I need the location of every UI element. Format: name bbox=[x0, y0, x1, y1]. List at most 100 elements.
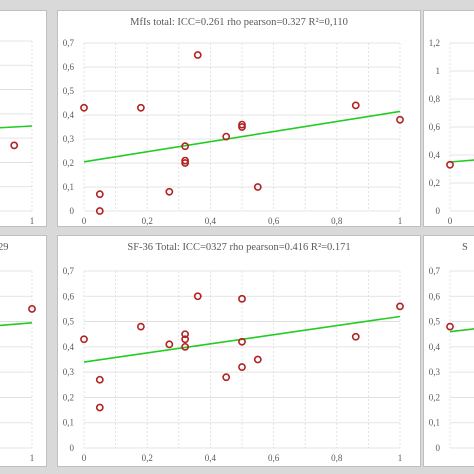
data-point bbox=[193, 51, 202, 59]
x-tick-label: 1 bbox=[398, 216, 403, 226]
y-tick-label: 0 bbox=[436, 443, 441, 453]
chart-title: 29 bbox=[0, 242, 9, 253]
data-point bbox=[181, 159, 190, 167]
data-point bbox=[80, 335, 88, 344]
chart-right-bottom-svg: 0 0,1 0,2 0,3 0,4 0,5 0,6 0,7 S bbox=[429, 242, 474, 453]
x-tick-label: 0,2 bbox=[142, 453, 153, 463]
y-tick-label: 0,5 bbox=[63, 86, 75, 96]
x-tick-label: 0,8 bbox=[331, 453, 343, 463]
y-tick-label: 0,3 bbox=[63, 367, 75, 377]
horizontal-grid bbox=[450, 42, 474, 212]
data-point bbox=[222, 132, 231, 141]
y-tick-label: 0,2 bbox=[63, 392, 74, 402]
data-point bbox=[181, 330, 190, 339]
y-tick-label: 0,8 bbox=[429, 94, 441, 104]
data-point bbox=[95, 190, 104, 199]
chart-right-top-svg: 0 0,2 0,4 0,6 0,8 1 1,2 0 bbox=[429, 38, 474, 226]
y-tick-label: 0,2 bbox=[429, 178, 440, 188]
x-tick-label: 1 bbox=[30, 216, 35, 226]
x-tick-label: 1 bbox=[398, 453, 403, 463]
data-point bbox=[181, 335, 190, 344]
y-tick-label: 0,6 bbox=[63, 291, 75, 301]
data-point bbox=[28, 305, 36, 313]
y-tick-label: 0,4 bbox=[429, 150, 441, 160]
horizontal-grid bbox=[0, 40, 32, 212]
x-tick-label: 0 bbox=[82, 216, 87, 226]
chart-sf36-total: 0 0,1 0,2 0,3 0,4 0,5 0,6 0,7 0 0,2 0,4 0,6 0,8 1 SF-3… bbox=[57, 235, 421, 467]
x-tick-label: 0,6 bbox=[268, 453, 280, 463]
chart-left-bottom-svg: 1 29 bbox=[0, 242, 36, 463]
y-tick-label: 0,6 bbox=[429, 122, 441, 132]
chart-mfis-total: 0 0,1 0,2 0,3 0,4 0,5 0,6 0,7 0 0,2 0,4 0,6 0,8 1 MfIs… bbox=[57, 10, 421, 227]
x-tick-label: 0,4 bbox=[205, 453, 217, 463]
x-tick-label: 0,8 bbox=[331, 216, 343, 226]
data-point bbox=[446, 160, 454, 169]
y-tick-label: 0 bbox=[436, 206, 441, 216]
vertical-grid bbox=[31, 271, 33, 448]
chart-title: SF-36 Total: ICC=0327 rho pearson=0.416 … bbox=[127, 242, 350, 253]
trend-line bbox=[83, 110, 401, 163]
data-point bbox=[351, 101, 360, 110]
y-tick-label: 1,2 bbox=[429, 38, 440, 48]
horizontal-grid bbox=[84, 42, 400, 212]
y-tick-label: 0,1 bbox=[429, 418, 440, 428]
data-point bbox=[181, 156, 190, 165]
chart-title: S bbox=[462, 242, 468, 253]
data-point bbox=[396, 115, 404, 124]
y-tick-label: 0,2 bbox=[63, 158, 74, 168]
data-point bbox=[238, 337, 246, 346]
horizontal-grid bbox=[450, 270, 474, 449]
x-tick-label: 0,4 bbox=[205, 216, 217, 226]
data-point bbox=[95, 403, 104, 412]
chart-left-bottom: 1 29 bbox=[0, 235, 47, 467]
y-tick-label: 0,3 bbox=[429, 367, 441, 377]
y-tick-label: 0 bbox=[70, 206, 75, 216]
y-tick-label: 0,6 bbox=[63, 62, 75, 72]
data-point bbox=[136, 103, 145, 112]
y-tick-label: 0,6 bbox=[429, 291, 441, 301]
data-point bbox=[253, 183, 262, 191]
x-tick-label: 0,6 bbox=[268, 216, 280, 226]
data-point bbox=[80, 103, 88, 112]
y-tick-label: 0,2 bbox=[429, 392, 440, 402]
data-point bbox=[253, 355, 262, 364]
x-tick-label: 0,2 bbox=[142, 216, 153, 226]
y-tick-label: 0,7 bbox=[63, 38, 75, 48]
chart-title: MfIs total: ICC=0.261 rho pearson=0.327 … bbox=[130, 17, 348, 28]
y-tick-label: 0,3 bbox=[63, 134, 75, 144]
y-tick-label: 0,7 bbox=[429, 266, 441, 276]
data-point bbox=[193, 292, 202, 301]
y-tick-label: 0 bbox=[70, 443, 75, 453]
trend-line bbox=[449, 159, 474, 163]
data-point bbox=[10, 141, 19, 150]
data-point bbox=[238, 363, 246, 371]
data-point bbox=[181, 142, 190, 151]
x-tick-label: 0 bbox=[82, 453, 87, 463]
chart-left-top-svg: 1 bbox=[0, 40, 35, 226]
x-tick-label: 1 bbox=[30, 453, 35, 463]
horizontal-grid bbox=[0, 270, 32, 449]
data-point bbox=[396, 302, 404, 311]
data-point bbox=[446, 322, 454, 331]
y-tick-label: 0,1 bbox=[63, 182, 74, 192]
data-point bbox=[95, 207, 104, 215]
x-tick-label: 0 bbox=[448, 216, 453, 226]
vertical-grid bbox=[83, 271, 401, 448]
data-point bbox=[95, 375, 104, 384]
y-tick-label: 0,5 bbox=[429, 317, 441, 327]
data-point bbox=[222, 373, 231, 382]
y-tick-label: 0,4 bbox=[63, 110, 75, 120]
chart-left-top: 1 bbox=[0, 10, 47, 227]
y-tick-label: 0,4 bbox=[63, 342, 75, 352]
chart-right-top: 0 0,2 0,4 0,6 0,8 1 1,2 0 bbox=[423, 10, 474, 227]
y-tick-label: 0,7 bbox=[63, 266, 75, 276]
data-point bbox=[238, 123, 246, 131]
y-tick-label: 0,5 bbox=[63, 317, 75, 327]
data-point bbox=[238, 120, 246, 129]
y-tick-label: 1 bbox=[436, 66, 441, 76]
chart-mfis-total-svg: 0 0,1 0,2 0,3 0,4 0,5 0,6 0,7 0 0,2 0,4 0,6 0,8 1 MfIs… bbox=[63, 17, 404, 226]
chart-sf36-total-svg: 0 0,1 0,2 0,3 0,4 0,5 0,6 0,7 0 0,2 0,4 0,6 0,8 1 SF-3… bbox=[63, 242, 404, 463]
data-point bbox=[238, 294, 246, 303]
data-point bbox=[165, 187, 174, 196]
data-point bbox=[165, 340, 174, 349]
